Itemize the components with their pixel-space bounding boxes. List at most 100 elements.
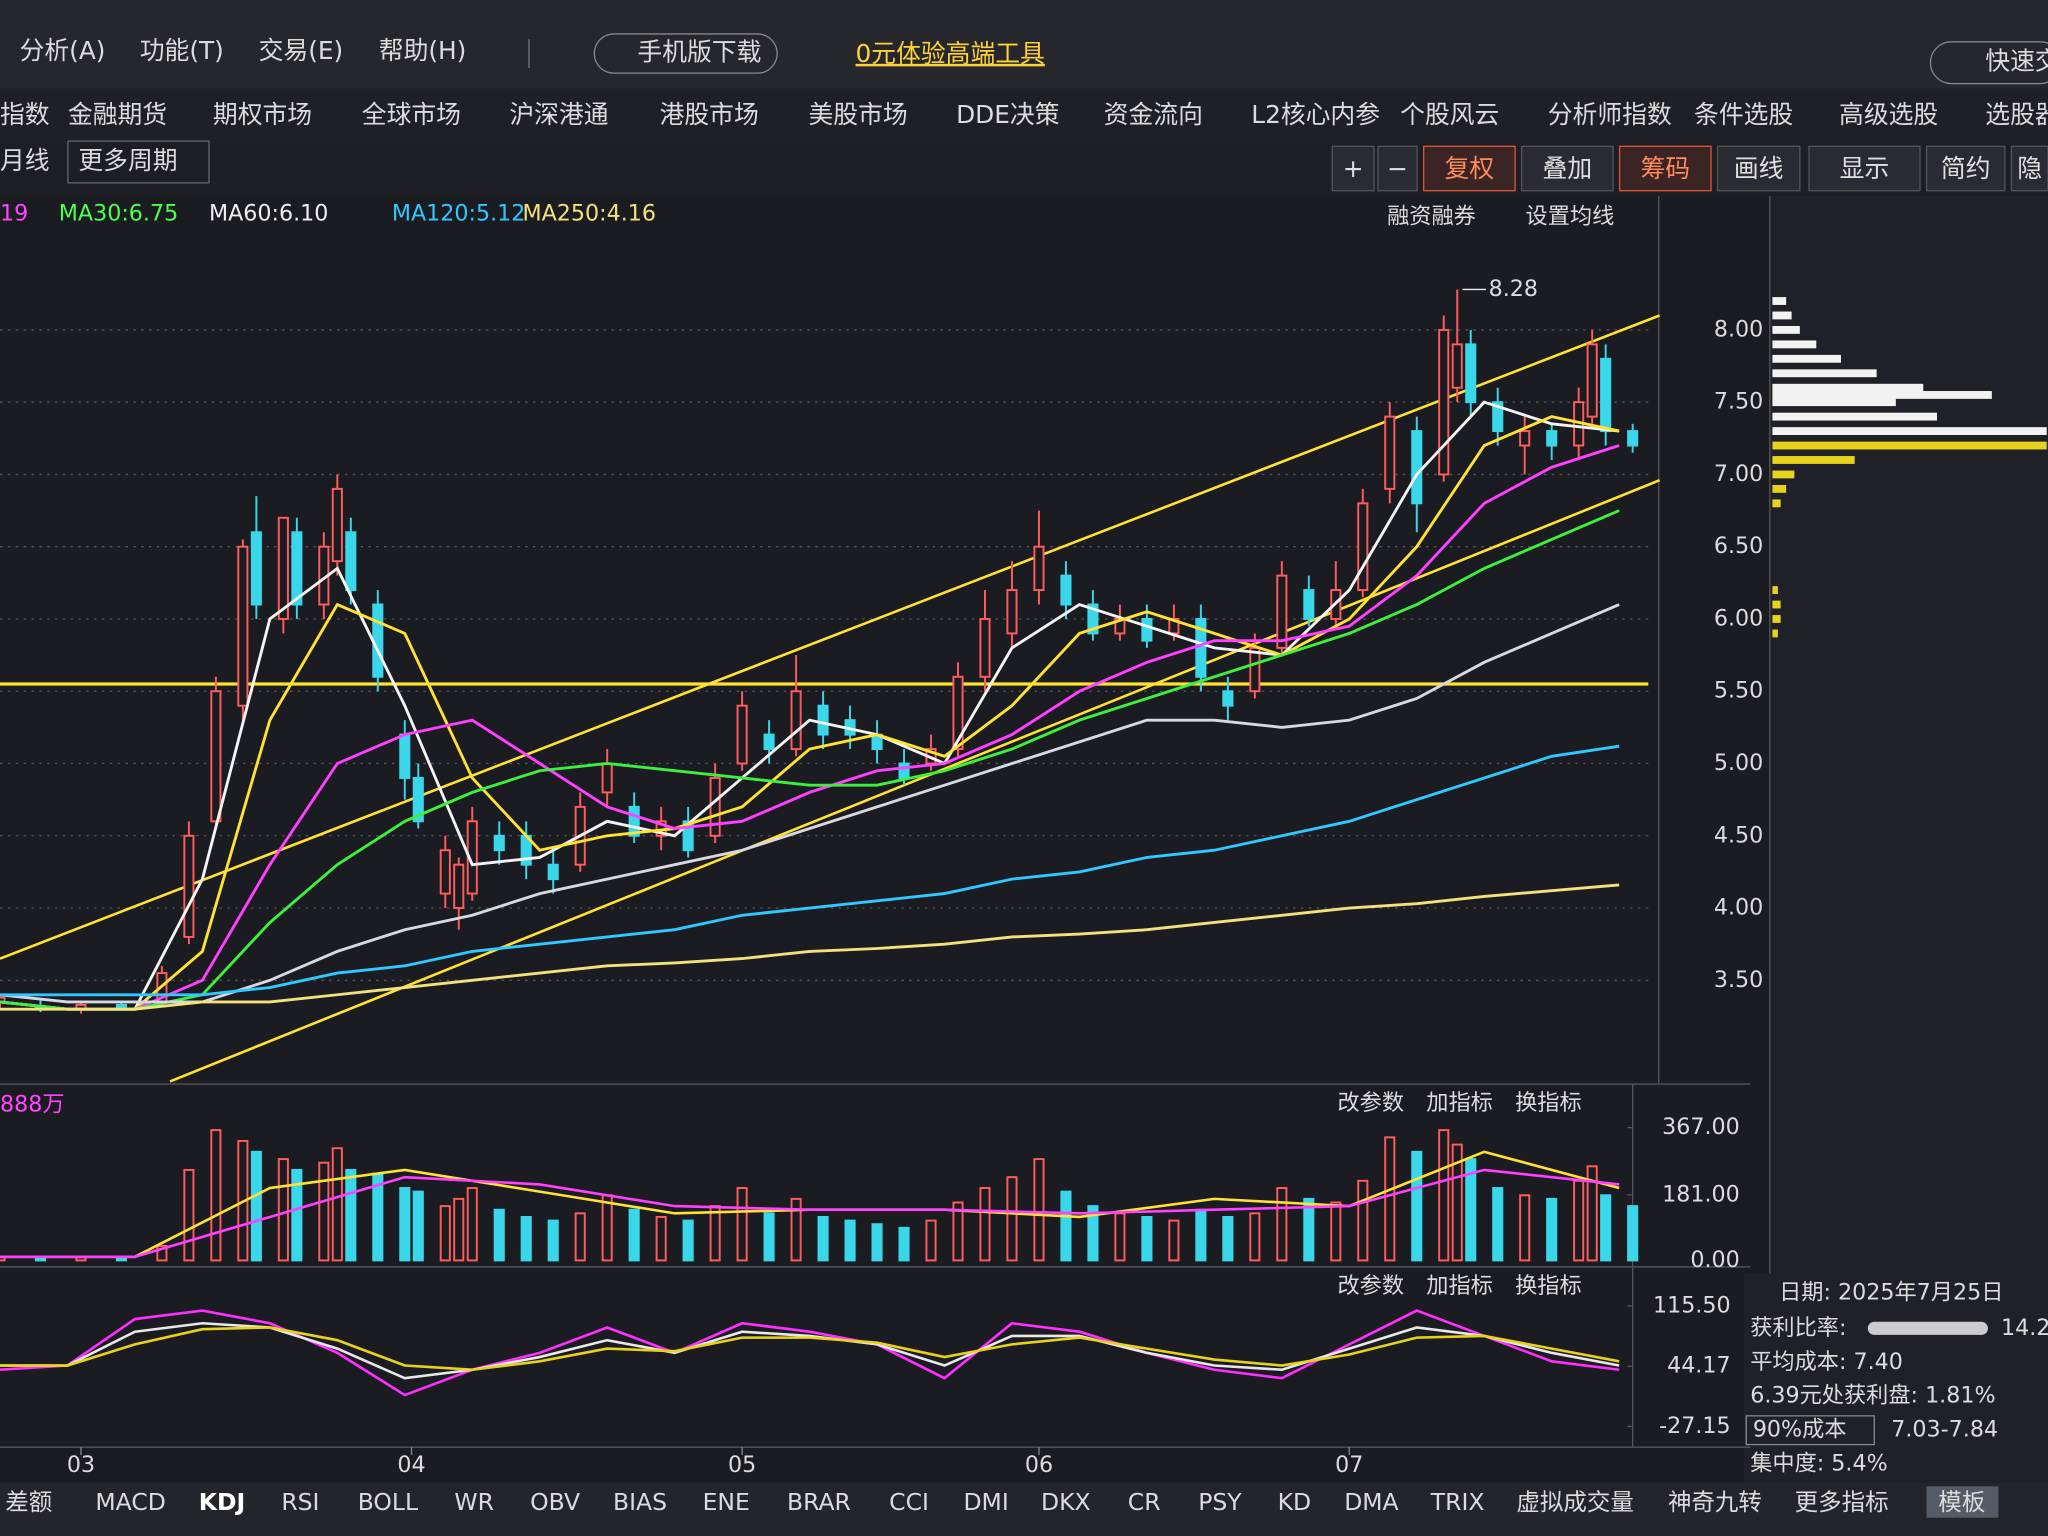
nav-item[interactable]: 选股器 xyxy=(1985,100,2048,129)
quick-trade[interactable]: 快速交 xyxy=(1985,47,2048,76)
indicator-tab[interactable]: BRAR xyxy=(787,1488,851,1516)
toolbar-label[interactable]: 筹码 xyxy=(1641,154,1691,183)
toolbar-button[interactable] xyxy=(1331,145,1375,192)
chip-bar xyxy=(1772,412,1937,421)
indicator-tab[interactable]: BOLL xyxy=(358,1488,418,1516)
indicator-tab[interactable]: BIAS xyxy=(613,1488,667,1516)
nav-item[interactable]: 高级选股 xyxy=(1839,100,1938,129)
promo-link[interactable]: 0元体验高端工具 xyxy=(856,39,1045,68)
indicator-tab[interactable]: KD xyxy=(1278,1488,1312,1516)
nav-item[interactable]: L2核心内参 xyxy=(1251,100,1380,129)
nav-item[interactable]: 期权市场 xyxy=(213,100,312,129)
indicator-tab[interactable]: DMA xyxy=(1344,1488,1398,1516)
indicator-tab[interactable]: DMI xyxy=(963,1488,1008,1516)
chip-bar xyxy=(1772,586,1778,594)
template-tab-bg xyxy=(1926,1486,1999,1518)
mobile-button[interactable] xyxy=(593,33,778,74)
toolbar-button[interactable] xyxy=(1808,145,1921,192)
menu-item[interactable]: 帮助(H) xyxy=(379,36,467,65)
toolbar-label[interactable]: + xyxy=(1343,154,1364,183)
indicator-tab[interactable]: 差额 xyxy=(5,1488,52,1516)
indicator-tab[interactable]: 神奇九转 xyxy=(1668,1488,1762,1516)
toolbar-button[interactable] xyxy=(1423,145,1516,192)
volume-bar xyxy=(1249,1212,1261,1262)
indicator-button[interactable]: 换指标 xyxy=(1515,1090,1582,1116)
indicator-button[interactable]: 加指标 xyxy=(1426,1090,1493,1116)
chip-bar xyxy=(1772,369,1877,378)
chart-link[interactable]: 融资融券 xyxy=(1387,203,1476,229)
indicator-tab[interactable]: OBV xyxy=(530,1488,580,1516)
menu-item[interactable]: 功能(T) xyxy=(140,36,224,65)
candle-body xyxy=(817,704,829,736)
volume-bar xyxy=(1627,1205,1639,1262)
nav-item[interactable]: 金融期货 xyxy=(68,100,167,129)
nav-item[interactable]: 资金流向 xyxy=(1104,100,1203,129)
toolbar-label[interactable]: − xyxy=(1387,154,1408,183)
period-item[interactable]: 月线 xyxy=(0,146,50,175)
indicator-tab[interactable]: 更多指标 xyxy=(1795,1488,1889,1516)
chip-bar xyxy=(1772,391,1992,399)
quick-trade-button[interactable] xyxy=(1929,41,2048,85)
indicator-tab[interactable]: CCI xyxy=(889,1488,929,1516)
menu-item[interactable]: 分析(A) xyxy=(20,36,106,65)
candle-body xyxy=(601,762,613,794)
nav-item[interactable]: 指数 xyxy=(0,100,50,129)
toolbar-button[interactable] xyxy=(1618,145,1712,192)
candle-body xyxy=(1276,574,1288,649)
toolbar-label[interactable]: 叠加 xyxy=(1543,154,1593,183)
mobile-download[interactable]: 手机版下载 xyxy=(637,38,761,67)
volume-bar xyxy=(1033,1158,1045,1262)
indicator-tab[interactable]: ENE xyxy=(703,1488,750,1516)
series-line xyxy=(0,444,1620,1011)
toolbar-button[interactable] xyxy=(1716,145,1801,192)
indicator-button[interactable]: 换指标 xyxy=(1515,1273,1582,1299)
indicator-button[interactable]: 改参数 xyxy=(1337,1090,1404,1116)
indicator-tab[interactable]: TRIX xyxy=(1430,1488,1485,1516)
nav-item[interactable]: 条件选股 xyxy=(1694,100,1793,129)
toolbar-label[interactable]: 复权 xyxy=(1445,154,1495,183)
period-item[interactable]: 更多周期 xyxy=(78,146,177,175)
indicator-tab[interactable]: DKX xyxy=(1041,1488,1091,1516)
toolbar-button[interactable] xyxy=(2010,145,2048,192)
candle-body xyxy=(1249,646,1261,693)
chip-bar xyxy=(1772,484,1787,493)
series-line xyxy=(0,1309,1620,1397)
toolbar-button[interactable] xyxy=(1925,145,2006,192)
nav-item[interactable]: 全球市场 xyxy=(362,100,461,129)
candle-body xyxy=(1600,357,1612,433)
menu-item[interactable]: 交易(E) xyxy=(259,36,344,65)
chip-bar xyxy=(1772,441,2047,450)
nav-item[interactable]: 沪深港通 xyxy=(509,100,608,129)
nav-item[interactable]: 港股市场 xyxy=(660,100,759,129)
indicator-tab[interactable]: PSY xyxy=(1198,1488,1242,1516)
indicator-tab[interactable]: RSI xyxy=(281,1488,319,1516)
toolbar-label[interactable]: 简约 xyxy=(1941,154,1991,183)
chart-link[interactable]: 设置均线 xyxy=(1526,203,1615,229)
toolbar-label[interactable]: 隐 xyxy=(2017,154,2042,183)
period-button[interactable] xyxy=(67,140,210,184)
ma-legend: MA120:5.12 xyxy=(392,201,526,227)
nav-item[interactable]: 分析师指数 xyxy=(1548,100,1672,129)
nav-item[interactable]: 美股市场 xyxy=(808,100,907,129)
nav-item[interactable]: DDE决策 xyxy=(956,100,1059,129)
toolbar-label[interactable]: 显示 xyxy=(1840,154,1890,183)
candle-body xyxy=(790,690,802,751)
indicator-button[interactable]: 改参数 xyxy=(1337,1273,1404,1299)
cost-select-box[interactable] xyxy=(1745,1415,1875,1446)
toolbar-label[interactable]: 画线 xyxy=(1734,154,1784,183)
info-cost-select[interactable]: 90%成本 xyxy=(1753,1417,1847,1443)
volume-bar xyxy=(1330,1201,1342,1262)
nav-item[interactable]: 个股风云 xyxy=(1400,100,1499,129)
indicator-button[interactable]: 加指标 xyxy=(1426,1273,1493,1299)
indicator-tab[interactable]: 虚拟成交量 xyxy=(1516,1488,1634,1516)
indicator-tab[interactable]: KDJ xyxy=(199,1488,245,1516)
y-tick-label: 6.50 xyxy=(1714,533,1763,559)
info-profit-at: 6.39元处获利盘: 1.81% xyxy=(1750,1383,1995,1409)
indicator-tab[interactable]: MACD xyxy=(95,1488,165,1516)
toolbar-button[interactable] xyxy=(1520,145,1614,192)
toolbar-button[interactable] xyxy=(1377,145,1418,192)
volume-label: 888万 xyxy=(0,1091,65,1117)
indicator-tab[interactable]: 模板 xyxy=(1938,1488,1985,1516)
indicator-tab[interactable]: CR xyxy=(1128,1488,1161,1516)
indicator-tab[interactable]: WR xyxy=(454,1488,494,1516)
